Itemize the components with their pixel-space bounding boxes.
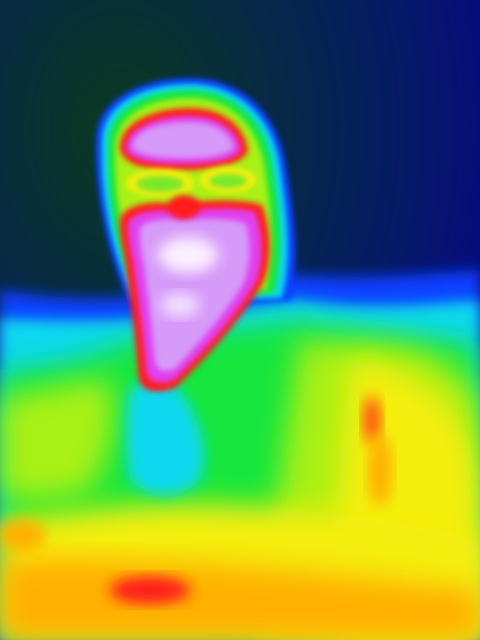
body-orange-bottom — [0, 557, 480, 640]
chin-white-spot — [160, 293, 200, 317]
nose-red-spot — [168, 195, 200, 219]
neck-cyan-region — [126, 378, 204, 495]
hotspot-red-bottom — [110, 576, 190, 604]
face-white-hotspot — [158, 237, 218, 273]
hotspot-orange-left — [0, 519, 46, 551]
hotspot-orange-right — [368, 434, 392, 506]
body-lime-left — [0, 380, 114, 499]
forehead-violet — [132, 122, 234, 159]
right-eye-green — [209, 174, 247, 188]
left-eye-green — [136, 176, 184, 192]
hotspot-red-right — [363, 396, 381, 444]
